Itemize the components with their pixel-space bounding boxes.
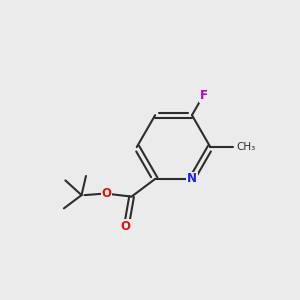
Text: CH₃: CH₃ xyxy=(237,142,256,152)
Text: F: F xyxy=(200,89,208,102)
Text: O: O xyxy=(102,187,112,200)
Text: N: N xyxy=(187,172,197,185)
Text: O: O xyxy=(121,220,131,232)
